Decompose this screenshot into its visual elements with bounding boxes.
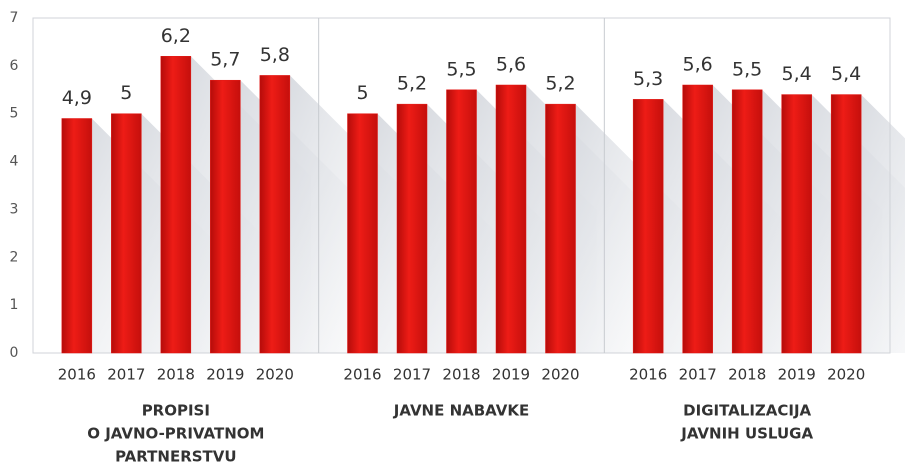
value-label: 5,5 [732,58,762,80]
value-label: 5,5 [446,58,476,80]
y-tick-label: 1 [10,297,19,313]
y-tick-label: 2 [10,249,19,265]
value-label: 5,6 [496,54,526,76]
group-label: PROPISI [142,402,210,420]
value-label: 5,2 [397,73,427,95]
y-tick-label: 6 [10,58,19,74]
x-tick-label: 2018 [442,366,480,384]
x-tick-label: 2019 [206,366,244,384]
x-tick-label: 2016 [343,366,381,384]
x-tick-label: 2017 [107,366,145,384]
bar [495,84,527,354]
bar [781,94,812,354]
x-tick-label: 2016 [629,366,667,384]
bar [830,94,862,354]
group-label: JAVNIH USLUGA [680,425,813,443]
bar [210,79,241,354]
value-label: 5,4 [831,63,861,85]
bar [682,84,713,354]
x-tick-label: 2020 [827,366,865,384]
value-label: 5,4 [782,63,812,85]
value-label: 5,6 [683,54,713,76]
y-tick-label: 7 [10,10,19,26]
x-tick-label: 2019 [492,366,530,384]
x-tick-label: 2017 [679,366,717,384]
bar [731,89,763,354]
bar [259,75,291,354]
group-label: JAVNE NABAVKE [393,402,529,420]
bar [111,113,142,354]
value-label: 5 [356,82,368,104]
value-label: 5,3 [633,68,663,90]
y-tick-label: 5 [10,106,19,122]
value-label: 6,2 [161,25,191,47]
x-tick-label: 2020 [256,366,294,384]
x-tick-label: 2018 [728,366,766,384]
bar [632,99,664,354]
bar [61,118,93,354]
x-tick-label: 2018 [157,366,195,384]
y-tick-label: 4 [10,154,19,170]
value-label: 5,7 [210,49,240,71]
y-tick-label: 0 [10,345,19,361]
x-tick-label: 2016 [58,366,96,384]
group-label: DIGITALIZACIJA [683,402,811,420]
value-label: 5,8 [260,44,290,66]
bar [347,113,378,354]
value-label: 5 [120,82,132,104]
y-tick-label: 3 [10,201,19,217]
x-tick-label: 2020 [541,366,579,384]
bar [396,103,428,354]
bar-shadow [861,94,905,353]
bar [160,56,192,354]
group-label: PARTNERSTVU [115,448,237,466]
x-tick-label: 2019 [778,366,816,384]
bar [545,103,576,354]
x-tick-label: 2017 [393,366,431,384]
group-label: O JAVNO-PRIVATNOM [87,425,264,443]
bar [446,89,477,354]
value-label: 5,2 [545,73,575,95]
value-label: 4,9 [62,87,92,109]
